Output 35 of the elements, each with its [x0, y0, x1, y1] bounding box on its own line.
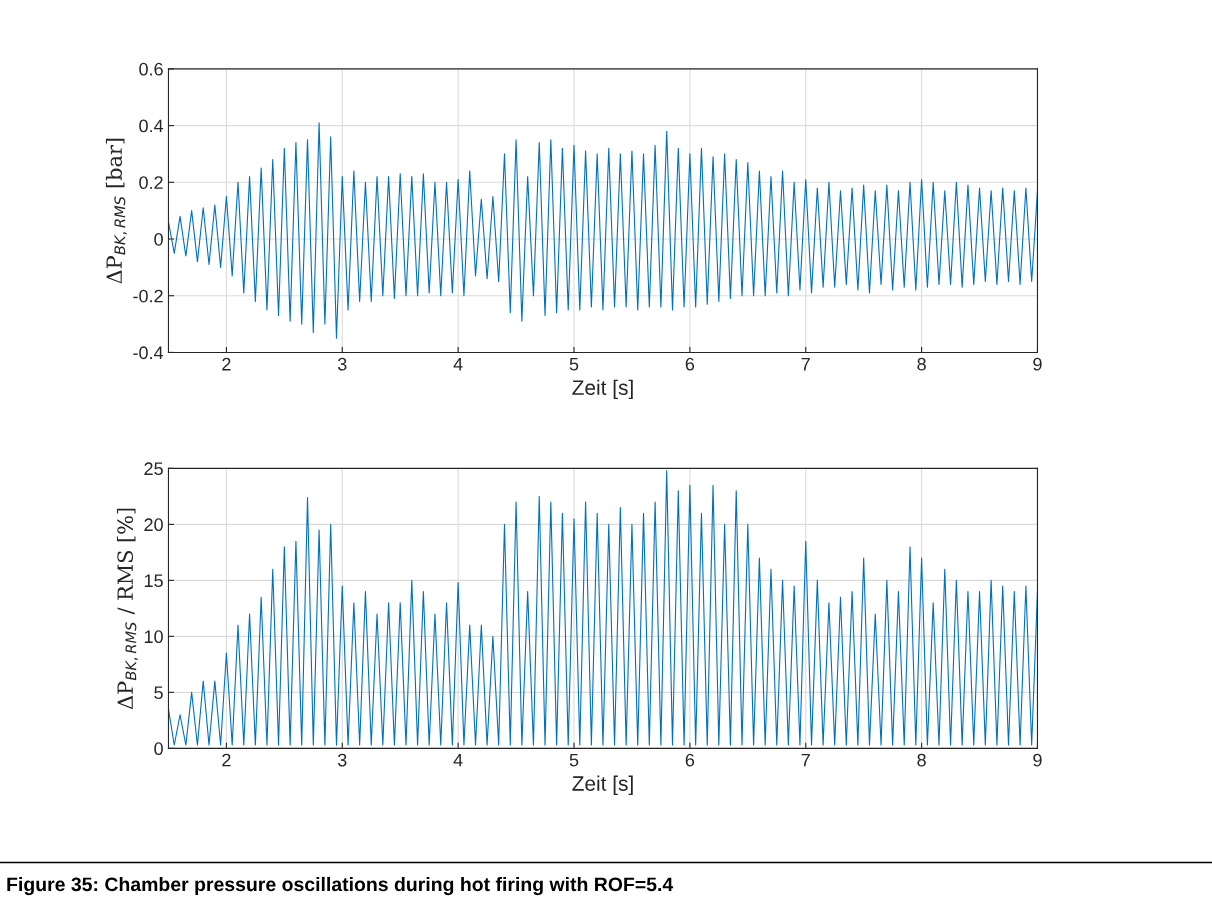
- x-tick-label: 5: [569, 357, 579, 371]
- y-axis-title: ΔP$_{BK,RMS}$ [bar]: [105, 138, 127, 284]
- y-tick-label: -0.4: [133, 346, 164, 360]
- x-tick-label: 9: [1033, 753, 1042, 767]
- y-tick-label: 0: [154, 232, 163, 246]
- x-tick-label: 7: [801, 753, 810, 767]
- x-tick-label: 5: [569, 753, 579, 767]
- y-tick-label: 10: [144, 630, 163, 644]
- line-series: [168, 122, 1038, 339]
- x-tick-label: 3: [337, 357, 347, 371]
- y-tick-label: 0.2: [139, 176, 163, 190]
- x-tick-label: 8: [917, 357, 926, 371]
- caption: Figure 35: Chamber pressure oscillations during hot firing with ROF=5.4: [7, 876, 674, 896]
- y-tick-label: 15: [144, 574, 163, 588]
- y-tick-label: 5: [154, 686, 163, 700]
- x-tick-label: 7: [801, 357, 810, 371]
- y-axis-title: ΔP$_{BK,RMS}$ / RMS [%]: [116, 508, 138, 710]
- x-axis-title: Zeit [s]: [572, 775, 633, 796]
- y-tick-label: 25: [144, 462, 163, 476]
- x-tick-label: 3: [337, 753, 347, 767]
- x-tick-label: 4: [453, 357, 463, 371]
- line-series: [168, 470, 1038, 746]
- x-tick-label: 4: [453, 753, 463, 767]
- x-tick-label: 9: [1033, 357, 1042, 371]
- x-tick-label: 6: [685, 357, 695, 371]
- y-tick-label: -0.2: [133, 289, 163, 303]
- y-tick-label: 0.6: [139, 62, 163, 76]
- x-tick-label: 2: [222, 357, 231, 371]
- y-tick-label: 0: [154, 742, 163, 756]
- y-tick-label: 0.4: [139, 119, 164, 133]
- x-tick-label: 8: [917, 753, 926, 767]
- y-tick-label: 20: [144, 518, 163, 532]
- x-axis-title: Zeit [s]: [572, 379, 633, 400]
- x-tick-label: 6: [685, 753, 695, 767]
- x-tick-label: 2: [222, 753, 231, 767]
